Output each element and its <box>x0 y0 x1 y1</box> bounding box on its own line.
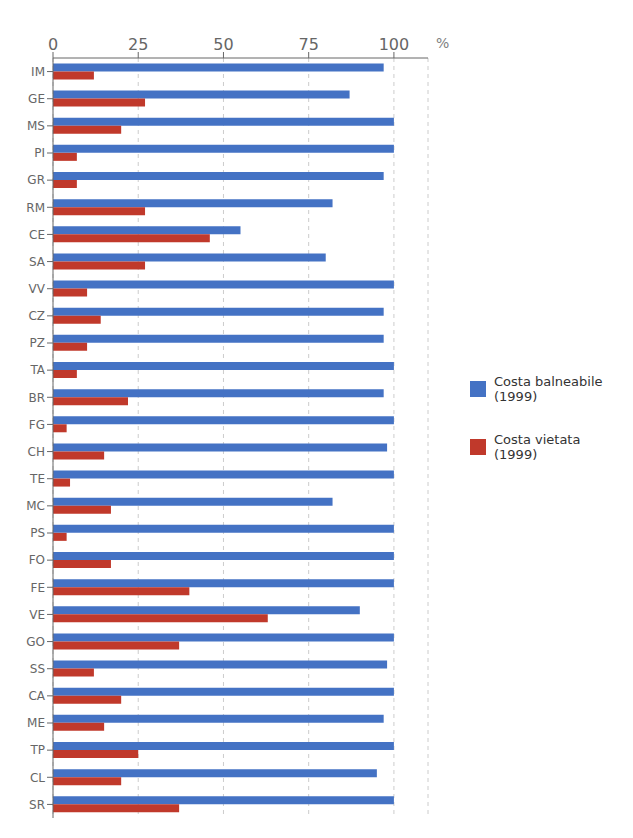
svg-text:CA: CA <box>28 689 45 703</box>
html-text:(1999): (1999) <box>494 447 538 462</box>
svg-text:TA: TA <box>29 363 45 377</box>
svg-text:BR: BR <box>28 391 45 405</box>
svg-text:CL: CL <box>30 771 45 785</box>
svg-text:PZ: PZ <box>30 336 45 350</box>
svg-text:%: % <box>436 35 449 51</box>
html-text:Costa vietata: Costa vietata <box>494 432 581 447</box>
svg-text:50: 50 <box>213 35 233 54</box>
svg-text:GE: GE <box>28 92 45 106</box>
svg-text:FO: FO <box>29 553 45 567</box>
svg-text:FE: FE <box>31 581 45 595</box>
svg-text:RM: RM <box>26 201 45 215</box>
svg-text:SA: SA <box>29 255 46 269</box>
svg-text:CH: CH <box>28 445 45 459</box>
svg-text:TP: TP <box>29 743 45 757</box>
svg-text:FG: FG <box>29 418 45 432</box>
svg-text:IM: IM <box>31 65 45 79</box>
svg-text:CZ: CZ <box>28 309 45 323</box>
svg-text:GR: GR <box>27 173 45 187</box>
svg-text:MC: MC <box>26 499 45 513</box>
svg-text:CE: CE <box>29 228 45 242</box>
svg-text:MS: MS <box>27 119 45 133</box>
svg-text:75: 75 <box>299 35 319 54</box>
svg-text:PS: PS <box>30 526 45 540</box>
svg-text:SR: SR <box>29 798 45 812</box>
svg-text:25: 25 <box>128 35 148 54</box>
svg-text:0: 0 <box>48 35 58 54</box>
svg-text:ME: ME <box>27 716 45 730</box>
svg-text:TE: TE <box>29 472 45 486</box>
svg-text:VE: VE <box>29 608 45 622</box>
svg-text:PI: PI <box>34 146 45 160</box>
svg-text:SS: SS <box>30 662 45 676</box>
svg-text:GO: GO <box>26 635 45 649</box>
svg-text:100: 100 <box>379 35 410 54</box>
html-text:(1999): (1999) <box>494 389 538 404</box>
html-text:Costa balneabile: Costa balneabile <box>494 374 603 389</box>
svg-text:VV: VV <box>29 282 46 296</box>
